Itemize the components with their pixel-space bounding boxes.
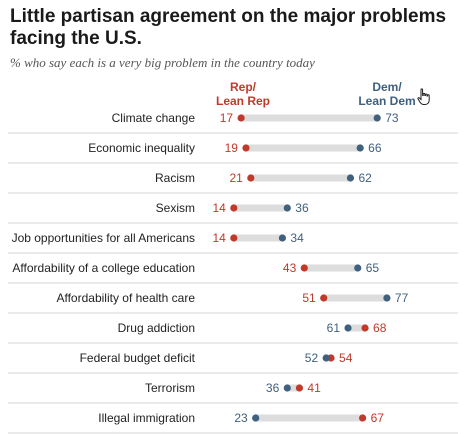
dem-value-label: 23: [234, 411, 248, 425]
rep-value-label: 21: [229, 171, 243, 185]
dem-dot: [346, 174, 355, 182]
rep-value-label: 43: [283, 261, 297, 275]
rep-dot: [247, 174, 255, 182]
rep-value-label: 67: [371, 411, 385, 425]
dem-dot: [373, 114, 381, 122]
row-label: Terrorism: [145, 381, 195, 395]
dem-value-label: 36: [266, 381, 280, 395]
rep-dot: [237, 114, 245, 122]
rep-dot: [361, 324, 369, 332]
rep-dot: [230, 204, 238, 212]
rep-dot: [295, 384, 304, 392]
rep-dot: [242, 144, 250, 152]
rep-value-label: 19: [225, 141, 239, 155]
row-label: Affordability of health care: [56, 291, 195, 305]
row-label: Federal budget deficit: [80, 351, 196, 365]
dem-value-label: 77: [395, 291, 409, 305]
dem-dot: [283, 384, 291, 392]
dem-dot: [344, 324, 352, 332]
dem-value-label: 34: [290, 231, 304, 245]
dem-dot: [383, 294, 391, 302]
row-label: Affordability of a college education: [12, 261, 195, 275]
dem-dot: [322, 354, 330, 362]
rep-value-label: 51: [302, 291, 316, 305]
dem-value-label: 73: [385, 111, 399, 125]
chart-title: Little partisan agreement on the major p…: [10, 6, 447, 49]
dem-value-label: 66: [368, 141, 382, 155]
rep-dot: [359, 414, 367, 422]
rep-value-label: 14: [212, 231, 226, 245]
legend-rep-label: Rep/ Lean Rep: [215, 80, 270, 108]
dem-value-label: 62: [358, 171, 372, 185]
dem-value-label: 52: [305, 351, 319, 365]
rep-dot: [300, 264, 308, 272]
dem-dot: [252, 414, 260, 422]
row-label: Job opportunities for all Americans: [12, 231, 195, 245]
dem-dot: [278, 234, 287, 242]
rep-dot: [320, 294, 328, 302]
rep-value-label: 54: [339, 351, 353, 365]
row-label: Economic inequality: [88, 141, 195, 155]
row-label: Drug addiction: [118, 321, 195, 335]
legend-rep: Rep/ Lean Rep: [214, 80, 272, 108]
dem-dot: [356, 144, 364, 152]
dem-value-label: 65: [366, 261, 380, 275]
rep-value-label: 41: [307, 381, 321, 395]
dem-value-label: 36: [295, 201, 309, 215]
row-label: Racism: [155, 171, 195, 185]
legend-dem-label: Dem/ Lean Dem: [358, 80, 416, 108]
legend-dem: Dem/ Lean Dem: [356, 80, 418, 108]
dem-dot: [283, 204, 291, 212]
rep-value-label: 14: [212, 201, 226, 215]
row-label: Illegal immigration: [98, 411, 195, 425]
dem-value-label: 61: [327, 321, 341, 335]
row-label: Sexism: [156, 201, 195, 215]
pointer-hand-icon: [417, 88, 430, 105]
rep-dot: [230, 234, 238, 242]
chart-subtitle: % who say each is a very big problem in …: [10, 55, 315, 70]
row-label: Climate change: [112, 111, 196, 125]
dem-dot: [354, 264, 362, 272]
rep-value-label: 68: [373, 321, 387, 335]
rep-value-label: 17: [220, 111, 234, 125]
